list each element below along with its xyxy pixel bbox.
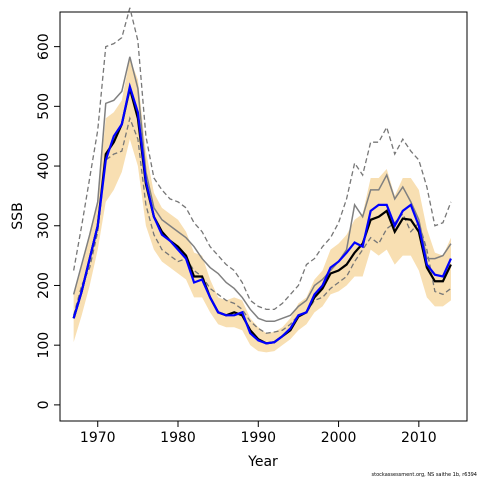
series-line [73, 116, 452, 334]
y-tick-label: 0 [36, 400, 52, 409]
series-line [73, 7, 452, 310]
y-axis-label: SSB [10, 202, 26, 229]
y-tick-label: 500 [36, 93, 52, 120]
x-tick-label: 2010 [401, 430, 437, 446]
x-axis-label: Year [247, 454, 278, 470]
x-tick-label: 2000 [321, 430, 357, 446]
y-tick-label: 200 [36, 272, 52, 299]
y-tick-label: 300 [36, 212, 52, 239]
y-tick-label: 100 [36, 332, 52, 359]
footnote: stockassessment.org, NS saithe 1b, r6394 [372, 472, 477, 478]
y-tick-label: 400 [36, 153, 52, 180]
confidence-band [73, 58, 451, 353]
series-line [72, 82, 452, 345]
plot-box [59, 11, 468, 422]
x-tick-label: 1980 [160, 430, 196, 446]
x-tick-label: 1970 [80, 430, 116, 446]
series-line [72, 56, 452, 323]
y-tick-label: 600 [36, 33, 52, 60]
x-tick-label: 1990 [240, 430, 276, 446]
